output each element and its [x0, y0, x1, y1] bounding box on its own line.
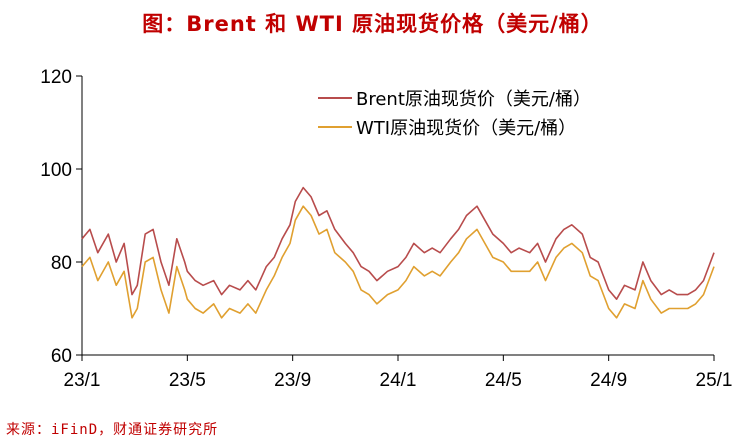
x-tick-label: 24/1: [380, 370, 417, 391]
series-layer: [81, 186, 715, 319]
x-tick-label: 23/9: [274, 370, 311, 391]
x-tick-label: 23/5: [169, 370, 206, 391]
x-tick-label: 23/1: [64, 370, 101, 391]
y-tick-label: 120: [40, 67, 72, 88]
legend-label-brent: Brent原油现货价（美元/桶）: [356, 89, 591, 110]
y-tick-label: 60: [51, 346, 72, 367]
x-tick-label: 25/1: [696, 370, 733, 391]
brent-series-line: [81, 186, 715, 300]
legend: Brent原油现货价（美元/桶） WTI原油现货价（美元/桶）: [318, 89, 591, 139]
axes: 60 80 100 120 23/1 23/5 23/9 24/1 24/5 24/9 25/1: [40, 67, 732, 391]
source-note: 来源：iFinD，财通证券研究所: [6, 422, 219, 438]
x-tick-label: 24/9: [590, 370, 627, 391]
wti-series-line: [81, 205, 715, 319]
x-tick-label: 24/5: [485, 370, 522, 391]
legend-label-wti: WTI原油现货价（美元/桶）: [356, 118, 576, 139]
y-tick-label: 100: [40, 160, 72, 181]
y-tick-label: 80: [51, 253, 72, 274]
chart-title: 图：Brent 和 WTI 原油现货价格（美元/桶）: [142, 12, 603, 36]
